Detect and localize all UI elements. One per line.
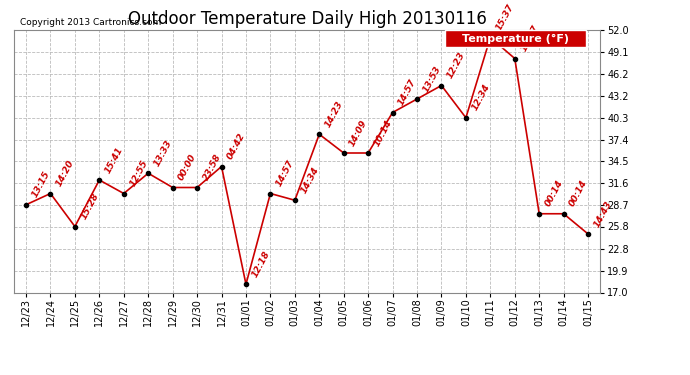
Text: 23:58: 23:58 [201, 153, 223, 182]
Text: 14:43: 14:43 [592, 199, 613, 228]
Text: 12:23: 12:23 [446, 51, 467, 80]
Point [70, 224, 81, 230]
Title: Outdoor Temperature Daily High 20130116: Outdoor Temperature Daily High 20130116 [128, 10, 486, 28]
Point [314, 131, 325, 137]
Text: 14:20: 14:20 [55, 159, 76, 188]
Point [411, 96, 422, 102]
Point [436, 82, 447, 88]
Text: 12:55: 12:55 [128, 159, 149, 188]
Text: 10:14: 10:14 [373, 118, 394, 147]
Point [143, 170, 154, 176]
Point [240, 281, 251, 287]
Text: 00:00: 00:00 [177, 153, 198, 182]
Text: 14:57: 14:57 [397, 78, 418, 107]
Text: 15:37: 15:37 [519, 24, 540, 53]
Text: 14:23: 14:23 [324, 99, 345, 129]
Point [338, 150, 349, 156]
Text: 12:34: 12:34 [470, 83, 491, 112]
Point [582, 231, 593, 237]
Point [265, 190, 276, 196]
Point [558, 211, 569, 217]
Text: 00:14: 00:14 [568, 179, 589, 208]
Text: 15:37: 15:37 [495, 3, 516, 32]
Point [45, 190, 56, 196]
Text: 12:18: 12:18 [250, 249, 271, 279]
Text: 14:34: 14:34 [299, 165, 320, 195]
Point [94, 177, 105, 183]
Point [167, 184, 178, 190]
Text: 00:14: 00:14 [543, 179, 564, 208]
Text: Copyright 2013 Cartronics.com: Copyright 2013 Cartronics.com [19, 18, 161, 27]
Point [387, 110, 398, 116]
Text: 14:57: 14:57 [275, 159, 296, 188]
Text: 13:53: 13:53 [421, 64, 442, 93]
Text: Temperature (°F): Temperature (°F) [462, 33, 569, 44]
Point [289, 197, 300, 203]
Point [533, 211, 544, 217]
Point [192, 184, 203, 190]
Point [21, 202, 32, 208]
Point [216, 164, 227, 170]
Text: 15:28: 15:28 [79, 192, 101, 221]
Point [460, 115, 471, 121]
FancyBboxPatch shape [445, 30, 586, 47]
Point [118, 190, 129, 196]
Text: 14:09: 14:09 [348, 118, 369, 147]
Point [485, 34, 496, 40]
Point [509, 56, 520, 62]
Point [363, 150, 374, 156]
Text: 13:33: 13:33 [152, 138, 174, 168]
Text: 13:15: 13:15 [30, 170, 52, 199]
Text: 15:41: 15:41 [104, 145, 125, 174]
Text: 04:42: 04:42 [226, 132, 247, 161]
